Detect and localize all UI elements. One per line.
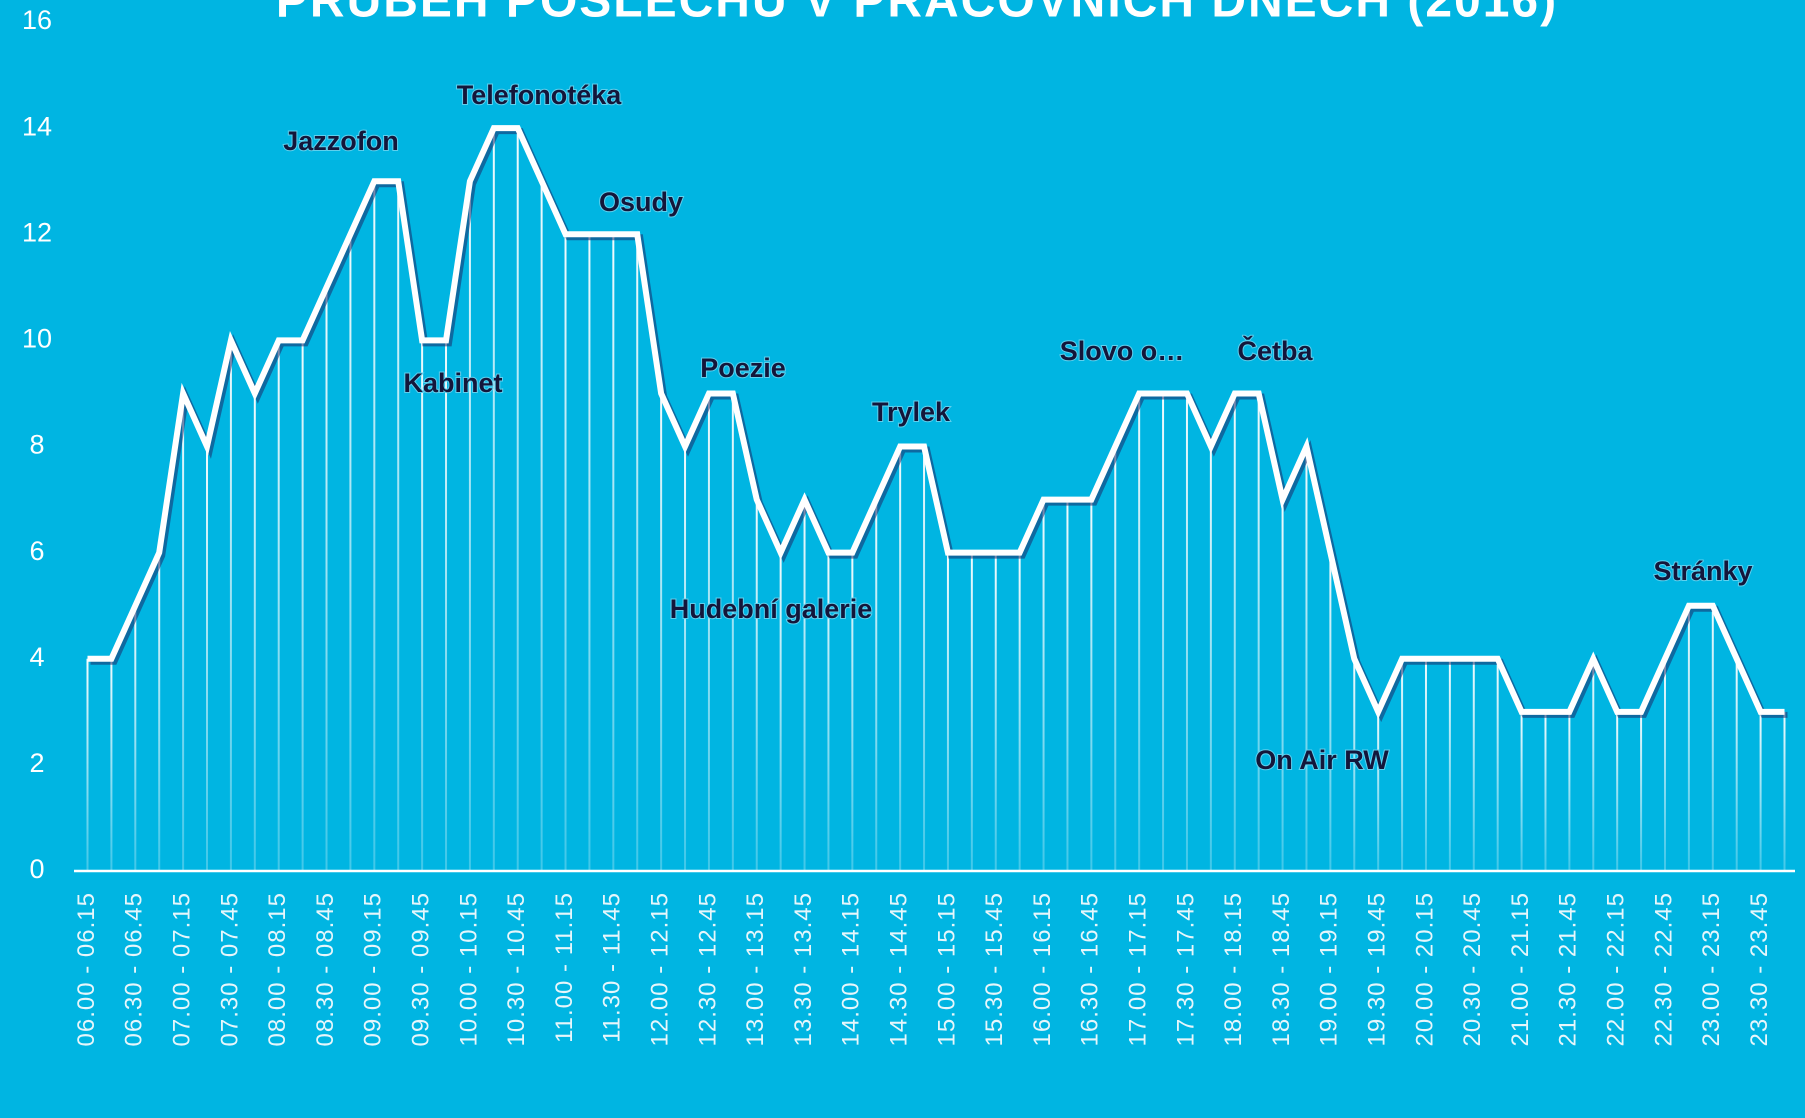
x-tick-label: 06.30 - 06.45: [121, 892, 148, 1046]
annotation: Osudy: [599, 187, 683, 217]
x-tick-label: 14.00 - 14.15: [838, 892, 865, 1046]
x-tick-label: 17.00 - 17.15: [1125, 892, 1152, 1046]
x-tick-label: 07.00 - 07.15: [168, 892, 195, 1046]
x-tick-label: 15.00 - 15.15: [933, 892, 960, 1046]
x-tick-label: 13.30 - 13.45: [790, 892, 817, 1046]
x-tick-label: 16.00 - 16.15: [1029, 892, 1056, 1046]
y-tick-label: 14: [22, 111, 52, 141]
x-tick-label: 14.30 - 14.45: [885, 892, 912, 1046]
x-tick-label: 20.30 - 20.45: [1459, 892, 1486, 1046]
x-tick-label: 09.00 - 09.15: [360, 892, 387, 1046]
x-tick-label: 11.30 - 11.45: [599, 892, 626, 1043]
annotation: Hudební galerie: [670, 594, 873, 624]
y-tick-label: 8: [29, 430, 44, 460]
annotation: Stránky: [1653, 556, 1752, 586]
line: [87, 125, 1785, 720]
x-tick-label: 23.30 - 23.45: [1746, 892, 1773, 1046]
x-tick-label: 22.30 - 22.45: [1650, 892, 1677, 1046]
x-tick-label: 23.00 - 23.15: [1698, 892, 1725, 1046]
y-tick-label: 0: [29, 854, 44, 884]
x-tick-label: 08.00 - 08.15: [264, 892, 291, 1046]
x-tick-label: 21.00 - 21.15: [1507, 892, 1534, 1046]
x-tick-label: 12.30 - 12.45: [694, 892, 721, 1046]
x-tick-label: 16.30 - 16.45: [1077, 892, 1104, 1046]
annotation: Kabinet: [403, 368, 502, 398]
annotation: Poezie: [700, 353, 786, 383]
annotation: Trylek: [872, 397, 951, 427]
chart-title: PRŮBĚH POSLECHU V PRACOVNÍCH DNECH (2016…: [276, 0, 1558, 28]
x-tick-label: 12.00 - 12.15: [646, 892, 673, 1046]
x-tick-label: 18.30 - 18.45: [1268, 892, 1295, 1046]
x-tick-label: 15.30 - 15.45: [981, 892, 1008, 1046]
y-tick-label: 2: [29, 748, 44, 778]
x-tick-label: 18.00 - 18.15: [1220, 892, 1247, 1046]
y-tick-label: 10: [22, 324, 52, 354]
y-tick-label: 6: [29, 536, 44, 566]
annotation: Jazzofon: [283, 126, 399, 156]
y-tick-label: 4: [29, 642, 44, 672]
annotation: On Air RW: [1255, 745, 1389, 775]
x-tick-label: 11.00 - 11.15: [551, 892, 578, 1043]
y-tick-label: 12: [22, 217, 52, 247]
x-tick-label: 10.30 - 10.45: [503, 892, 530, 1046]
x-tick-label: 13.00 - 13.15: [742, 892, 769, 1046]
x-tick-label: 09.30 - 09.45: [407, 892, 434, 1046]
x-tick-label: 20.00 - 20.15: [1411, 892, 1438, 1046]
annotation: Četba: [1237, 335, 1313, 366]
x-tick-label: 22.00 - 22.15: [1603, 892, 1630, 1046]
x-tick-label: 07.30 - 07.45: [216, 892, 243, 1046]
x-tick-label: 17.30 - 17.45: [1172, 892, 1199, 1046]
x-tick-label: 21.30 - 21.45: [1555, 892, 1582, 1046]
x-tick-label: 08.30 - 08.45: [312, 892, 339, 1046]
y-tick-label: 16: [22, 5, 52, 35]
x-tick-label: 19.00 - 19.15: [1316, 892, 1343, 1046]
x-tick-label: 19.30 - 19.45: [1364, 892, 1391, 1046]
x-tick-label: 10.00 - 10.15: [455, 892, 482, 1046]
x-tick-label: 06.00 - 06.15: [73, 892, 100, 1046]
annotation: Telefonotéka: [457, 80, 623, 110]
annotation: Slovo o…: [1060, 336, 1185, 366]
